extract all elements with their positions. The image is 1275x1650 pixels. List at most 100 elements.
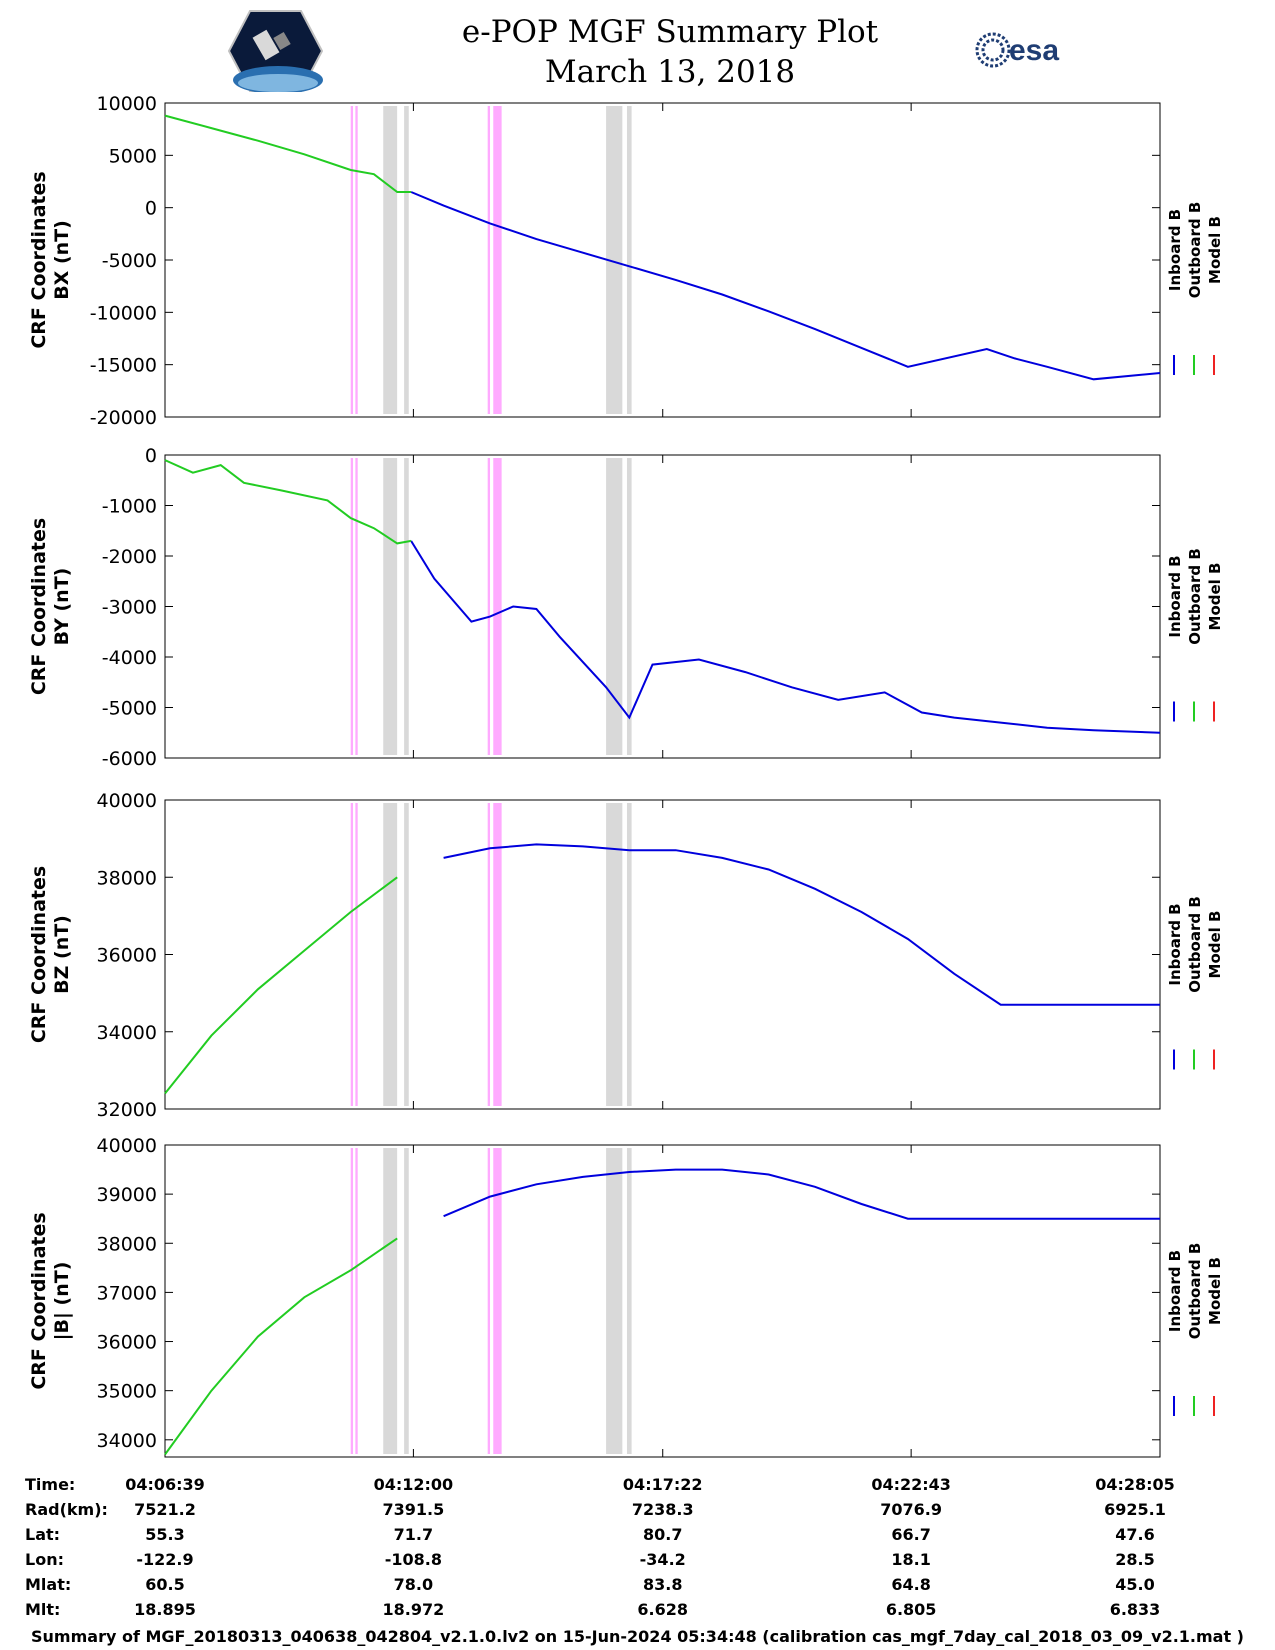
panel-1: 10000 5000 0 -5000 -10000 -15000 -20000 CRF Coo… xyxy=(28,93,1224,429)
series-inboard-b xyxy=(410,191,1161,381)
y-tick-label: -3000 xyxy=(102,597,157,619)
legend-label-2: Outboard B xyxy=(1186,1243,1204,1340)
pink-band-3 xyxy=(487,1148,491,1454)
y-axis-label-line: BY (nT) xyxy=(51,568,73,646)
ephemeris-lat-value: 55.3 xyxy=(145,1525,184,1544)
gray-band-2 xyxy=(404,1148,409,1454)
y-tick-label: 35000 xyxy=(97,1381,157,1403)
legend-label-3: Model B xyxy=(1206,216,1224,284)
series-outboard-b xyxy=(164,876,398,1095)
y-tick-label: 40000 xyxy=(97,1135,157,1157)
ephemeris-row-label: Lon: xyxy=(25,1550,64,1569)
series-inboard-b xyxy=(443,1168,1160,1220)
legend-label-1: Inboard B xyxy=(1166,555,1184,637)
ephemeris-row-label: Time: xyxy=(25,1475,75,1494)
plot-frame xyxy=(164,1144,1161,1458)
pink-band-3 xyxy=(487,106,491,414)
ephemeris-rad-value: 7076.9 xyxy=(880,1500,942,1519)
y-tick-label: 39000 xyxy=(97,1184,157,1206)
gray-band-2 xyxy=(404,458,409,755)
y-axis-label: CRF CoordinatesBY (nT) xyxy=(28,518,73,695)
y-axis-label-line: CRF Coordinates xyxy=(28,866,50,1043)
y-tick-label: 37000 xyxy=(97,1282,157,1304)
plot-frame xyxy=(164,799,1161,1110)
y-tick-label: -2000 xyxy=(102,546,157,568)
ephemeris-lon-value: -122.9 xyxy=(136,1550,193,1569)
ephemeris-rad-value: 7391.5 xyxy=(383,1500,445,1519)
y-tick-label: -20000 xyxy=(90,407,157,429)
legend-label-3: Model B xyxy=(1206,563,1224,631)
ephemeris-lat-value: 71.7 xyxy=(394,1525,433,1544)
pink-band-4 xyxy=(493,458,502,755)
footer-caption: Summary of MGF_20180313_040638_042804_v2… xyxy=(31,1627,1244,1646)
legend-label-1: Inboard B xyxy=(1166,209,1184,291)
ephemeris-time-value: 04:17:22 xyxy=(623,1475,703,1494)
y-axis-label: CRF CoordinatesBZ (nT) xyxy=(28,866,73,1043)
ephemeris-mlt-value: 18.895 xyxy=(134,1600,196,1619)
ephemeris-time-value: 04:06:39 xyxy=(125,1475,205,1494)
gray-band-2 xyxy=(404,803,409,1106)
title-line-2: March 13, 2018 xyxy=(544,54,796,90)
y-tick-label: 10000 xyxy=(97,93,157,115)
ephemeris-rad-value: 7521.2 xyxy=(134,1500,196,1519)
y-tick-label: 40000 xyxy=(97,790,157,812)
y-tick-label: 0 xyxy=(145,445,157,467)
y-tick-label: -5000 xyxy=(102,250,157,272)
ephemeris-rad-value: 6925.1 xyxy=(1104,1500,1166,1519)
ephemeris-lon-value: -34.2 xyxy=(640,1550,686,1569)
pink-band-4 xyxy=(493,803,502,1106)
gray-band-3 xyxy=(606,106,623,414)
plot-frame xyxy=(164,454,1161,759)
legend-label-2: Outboard B xyxy=(1186,202,1204,299)
ephemeris-lon-value: -108.8 xyxy=(385,1550,442,1569)
gray-band-4 xyxy=(626,458,632,755)
pink-band-2 xyxy=(355,106,358,414)
ephemeris-table: Time: Rad(km): Lat: Lon: Mlat: Mlt: 04:06:39 75… xyxy=(25,1475,1175,1619)
y-axis-label-line: CRF Coordinates xyxy=(28,1212,50,1389)
ephemeris-row-label: Mlt: xyxy=(25,1600,60,1619)
gray-band-3 xyxy=(606,803,623,1106)
pink-band-2 xyxy=(355,803,358,1106)
legend-label-3: Model B xyxy=(1206,1257,1224,1325)
ephemeris-row-label: Mlat: xyxy=(25,1575,71,1594)
y-tick-label: 38000 xyxy=(97,867,157,889)
pink-band-1 xyxy=(350,458,354,755)
y-tick-label: -4000 xyxy=(102,647,157,669)
panel-4: 40000 39000 38000 37000 36000 35000 34000 CRF C… xyxy=(28,1135,1224,1458)
title-line-1: e-POP MGF Summary Plot xyxy=(461,14,879,50)
panel-2: 0 -1000 -2000 -3000 -4000 -5000 -6000 CRF Coord… xyxy=(28,445,1224,770)
cassiope-logo xyxy=(228,10,323,92)
gray-band-2 xyxy=(404,106,409,414)
y-tick-label: 34000 xyxy=(97,1022,157,1044)
ephemeris-lat-value: 47.6 xyxy=(1115,1525,1154,1544)
series-outboard-b xyxy=(164,114,412,193)
gray-band-1 xyxy=(383,803,398,1106)
gray-band-3 xyxy=(606,1148,623,1454)
pink-band-1 xyxy=(350,106,354,414)
y-tick-label: 36000 xyxy=(97,1332,157,1354)
esa-wordmark: esa xyxy=(1009,34,1059,67)
pink-band-3 xyxy=(487,458,491,755)
legend-label-1: Inboard B xyxy=(1166,903,1184,985)
pink-band-4 xyxy=(493,106,502,414)
y-tick-label: -5000 xyxy=(102,698,157,720)
ephemeris-lat-value: 66.7 xyxy=(891,1525,930,1544)
ephemeris-lon-value: 18.1 xyxy=(891,1550,930,1569)
series-inboard-b xyxy=(443,843,1160,1006)
ephemeris-time-value: 04:28:05 xyxy=(1095,1475,1175,1494)
ephemeris-time-value: 04:12:00 xyxy=(374,1475,454,1494)
gray-band-1 xyxy=(383,1148,398,1454)
ephemeris-mlt-value: 6.628 xyxy=(637,1600,688,1619)
ephemeris-mlat-value: 83.8 xyxy=(643,1575,682,1594)
gray-band-4 xyxy=(626,106,632,414)
y-tick-label: 38000 xyxy=(97,1233,157,1255)
legend-label-2: Outboard B xyxy=(1186,548,1204,645)
pink-band-3 xyxy=(487,803,491,1106)
series-outboard-b xyxy=(164,1237,398,1456)
gray-band-4 xyxy=(626,1148,632,1454)
y-axis-label-line: |B| (nT) xyxy=(51,1262,73,1341)
legend-label-3: Model B xyxy=(1206,911,1224,979)
plot-frame xyxy=(164,102,1161,418)
y-axis-label-line: CRF Coordinates xyxy=(28,171,50,348)
